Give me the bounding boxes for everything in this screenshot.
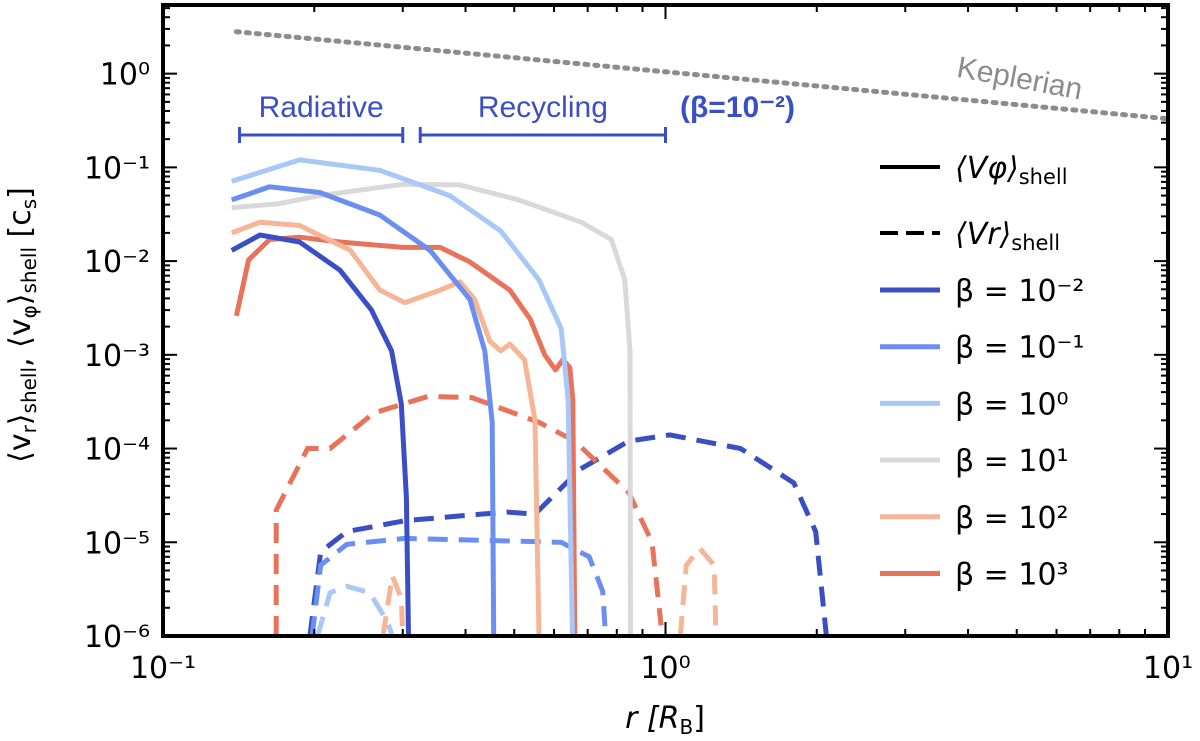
beta-note: (β=10⁻²) [680,91,795,124]
y-tick-label: 10⁻¹ [84,151,150,186]
legend-label-solid: ⟨Vφ⟩shell [955,151,1068,189]
y-tick-label: 10⁻² [84,245,150,280]
x-tick-label: 10⁰ [640,651,690,686]
radiative-label: Radiative [259,91,384,124]
y-tick-label: 10⁻³ [84,339,150,374]
keplerian-line [233,29,1168,122]
vphi-solid-line-4 [230,219,542,636]
y-axis-label: ⟨vr⟩shell, ⟨vφ⟩shell [cs] [3,187,41,463]
y-tick-label: 10⁰ [100,58,150,93]
vr-dashed-line-4-1 [677,544,719,636]
annotations: Radiative Recycling (β=10⁻²) Keplerian [238,51,1085,143]
recycling-label: Recycling [478,91,608,124]
keplerian-label: Keplerian [954,51,1085,107]
x-axis-label: r [RB] [625,701,705,739]
y-tick-label: 10⁻⁶ [84,620,150,655]
legend-label-series-1: β = 10⁻¹ [955,331,1084,366]
vr-dashed-line-4-0 [380,566,406,636]
x-tick-label: 10¹ [1143,651,1193,686]
legend-label-series-4: β = 10² [955,501,1069,536]
curve-group [230,29,1168,636]
legend-label-series-0: β = 10⁻² [955,274,1084,309]
vphi-solid-line-0 [230,232,411,636]
vr-dashed-line-2-0 [315,583,395,636]
y-tick-label: 10⁻⁴ [84,433,150,468]
y-tick-label: 10⁻⁵ [84,526,150,561]
vphi-solid-line-3 [231,181,633,636]
plot-curves [230,29,1168,636]
vr-dashed-line-0-0 [307,432,829,636]
legend-label-series-2: β = 10⁰ [955,387,1069,422]
x-tick-label: 10⁻¹ [130,651,196,686]
legend-label-dashed: ⟨Vr⟩shell [955,217,1060,255]
legend-label-series-3: β = 10¹ [955,444,1069,479]
vr-dashed-line-1-0 [309,535,609,636]
vphi-solid-line-2 [230,157,575,636]
vphi-solid-line-1 [230,184,497,636]
vr-dashed-line-5-0 [273,393,664,636]
legend-label-series-5: β = 10³ [955,558,1069,593]
legend: ⟨Vφ⟩shell ⟨Vr⟩shell β = 10⁻² β = 10⁻¹ β = 10… [880,151,1084,593]
axes: 10⁻¹ 10⁰ 10¹ 10⁰ 10⁻¹ 10⁻² 10⁻³ 10⁻⁴ 10⁻⁵ 10⁻⁶ r [… [3,3,1193,739]
